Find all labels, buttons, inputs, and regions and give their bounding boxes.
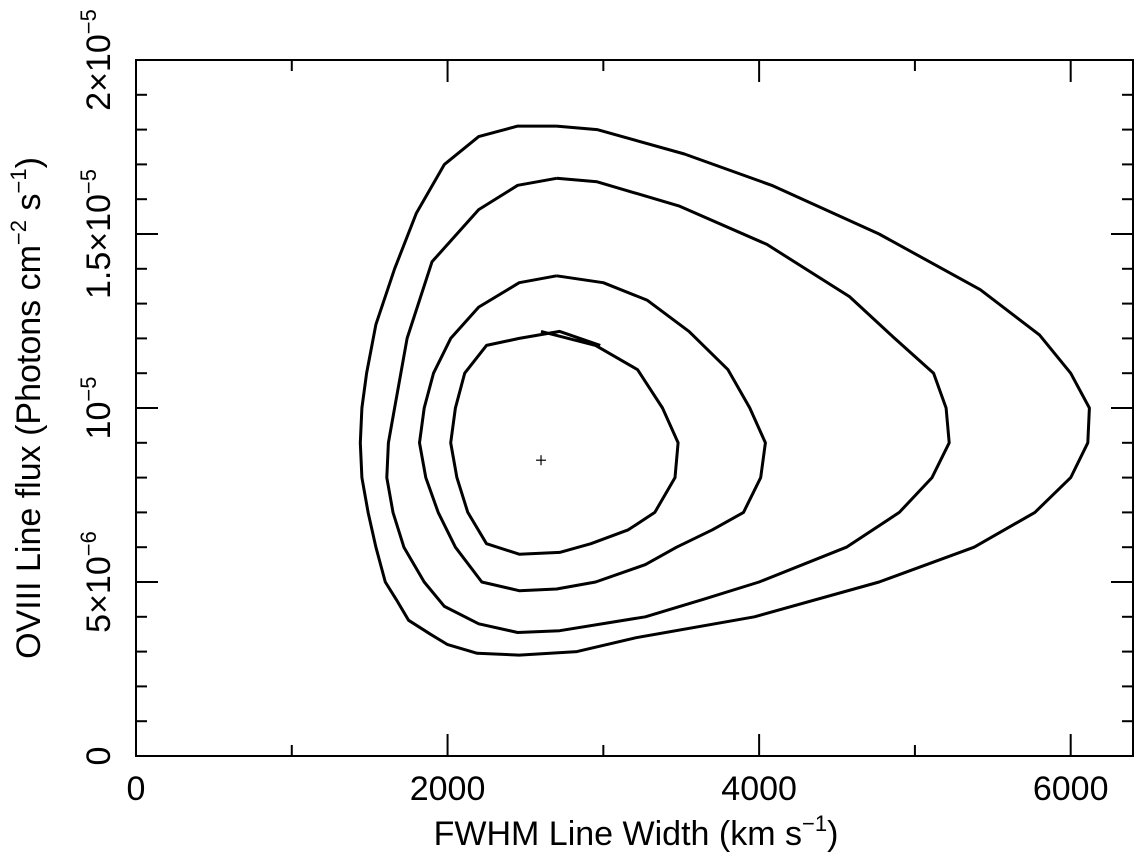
y-tick-label: 10−5	[76, 377, 118, 440]
x-tick-label: 6000	[1033, 770, 1109, 808]
y-tick-labels: 0 5×10−6 10−5 1.5×10−5 2×10−5	[76, 9, 118, 765]
axis-ticks	[135, 59, 1133, 757]
contour-3	[385, 176, 951, 634]
contour-4	[358, 124, 1091, 657]
x-tick-label: 2000	[410, 770, 486, 808]
y-tick-label: 0	[80, 747, 118, 766]
x-axis-title: FWHM Line Width (km s−1)	[434, 811, 839, 853]
y-tick-label: 5×10−6	[76, 531, 118, 633]
x-tick-label: 0	[127, 770, 146, 808]
y-tick-label: 2×10−5	[76, 9, 118, 111]
x-tick-label: 4000	[721, 770, 797, 808]
best-fit-marker	[536, 455, 547, 466]
contour-1	[449, 329, 680, 556]
contour-2	[418, 274, 767, 593]
x-tick-labels: 0 2000 4000 6000	[127, 770, 1109, 808]
plot-frame	[135, 59, 1134, 757]
y-tick-label: 1.5×10−5	[76, 169, 118, 299]
contour-lines	[358, 124, 1091, 657]
y-axis-title: OVIII Line flux (Photons cm−2 s−1)	[6, 157, 48, 659]
